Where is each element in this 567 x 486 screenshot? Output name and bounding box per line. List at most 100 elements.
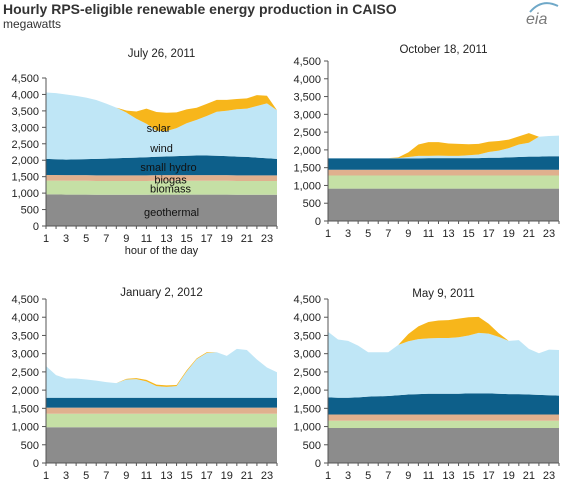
y-tick-label: 4,500 [293,294,321,306]
x-tick-label: 17 [201,233,213,245]
x-tick-label: 21 [523,470,535,482]
x-tick-label: 17 [201,470,213,482]
y-tick-label: 4,000 [11,312,39,324]
y-tick-label: 500 [21,205,39,217]
x-tick-label: 9 [405,470,411,482]
area-geothermal [328,428,559,463]
area-small-hydro [46,155,277,176]
x-tick-label: 21 [241,233,253,245]
x-tick-label: 3 [345,470,351,482]
y-tick-label: 1,500 [293,403,321,415]
x-tick-label: 11 [423,228,434,240]
x-tick-label: 19 [221,233,233,245]
area-solar [328,316,559,354]
x-tick-label: 7 [385,470,391,482]
x-tick-label: 5 [83,470,89,482]
eia-logo-text: eia [526,11,547,28]
x-tick-label: 5 [365,470,371,482]
x-tick-label: 13 [160,470,172,482]
y-tick-label: 1,500 [293,163,321,175]
y-tick-label: 0 [33,458,39,470]
x-tick-label: 7 [103,233,109,245]
eia-logo-swoosh [529,2,559,13]
area-geothermal [46,427,277,463]
panel-title: October 18, 2011 [399,44,487,56]
y-tick-label: 3,500 [293,92,321,104]
y-tick-label: 2,000 [293,385,321,397]
x-tick-label: 5 [365,228,371,240]
x-tick-label: 7 [385,228,391,240]
area-biomass [46,180,277,195]
x-tick-label: 19 [221,470,233,482]
series-label-solar: solar [147,123,171,135]
x-tick-label: 15 [462,228,474,240]
x-tick-label: 17 [483,470,495,482]
y-tick-label: 1,000 [11,188,39,200]
x-tick-label: 3 [345,228,351,240]
x-tick-label: 13 [442,470,454,482]
x-tick-label: 1 [325,470,331,482]
y-tick-label: 2,500 [293,367,321,379]
x-tick-label: 23 [543,228,555,240]
x-tick-label: 1 [43,470,49,482]
y-tick-label: 0 [315,458,321,470]
y-tick-label: 3,000 [11,349,39,361]
x-tick-label: 21 [241,470,253,482]
area-biogas [328,414,559,421]
x-tick-label: 13 [442,228,454,240]
y-tick-label: 4,500 [11,73,39,85]
x-tick-label: 15 [462,470,474,482]
y-tick-label: 2,500 [11,139,39,151]
y-tick-label: 1,500 [11,403,39,415]
x-tick-label: 15 [180,233,192,245]
y-tick-label: 2,500 [293,127,321,139]
x-tick-label: 5 [83,233,89,245]
series-label-geothermal: geothermal [144,207,199,219]
x-tick-label: 7 [103,470,109,482]
x-tick-label: 3 [63,470,69,482]
y-tick-label: 500 [21,440,39,452]
y-tick-label: 3,000 [293,109,321,121]
series-label-small-hydro: small hydro [140,162,196,174]
chart-october-18-2011: October 18, 2011 0 500 1,000 1,500 2,000 2,500… [293,44,560,240]
y-tick-label: 3,500 [11,330,39,342]
y-tick-label: 500 [303,440,321,452]
area-wind [328,331,559,398]
y-tick-label: 4,500 [293,56,321,68]
y-tick-label: 1,000 [11,422,39,434]
area-biomass [46,413,277,428]
area-wind [328,135,559,159]
y-tick-label: 1,000 [293,422,321,434]
y-tick-label: 3,000 [11,122,39,134]
area-wind [46,92,277,160]
panel-title: January 2, 2012 [120,287,202,299]
area-geothermal [328,188,559,221]
area-solar [328,133,559,159]
x-tick-label: 1 [43,233,49,245]
chart-main-title: Hourly RPS-eligible renewable energy pro… [3,1,397,17]
y-tick-label: 3,000 [293,349,321,361]
x-tick-label: 13 [160,233,172,245]
x-tick-label: 11 [423,470,434,482]
area-small-hydro [328,393,559,415]
panel-title: May 9, 2011 [412,288,474,300]
x-tick-label: 19 [503,228,515,240]
x-tick-label: 17 [483,228,495,240]
x-tick-label: 11 [141,233,152,245]
area-small-hydro [46,397,277,408]
series-label-wind: wind [149,143,173,155]
area-biogas [328,169,559,176]
area-small-hydro [328,156,559,170]
y-tick-label: 4,000 [293,74,321,86]
x-tick-label: 23 [543,470,555,482]
x-tick-label: 9 [123,470,129,482]
area-biogas [46,407,277,414]
unit-label: megawatts [3,17,62,31]
x-tick-label: 23 [261,470,273,482]
chart-july-26-2011: July 26, 2011 0 500 1,000 1,500 2,000 2,500 3,0… [11,48,278,257]
area-wind [46,348,277,398]
x-tick-label: 21 [523,228,535,240]
y-tick-label: 1,000 [293,180,321,192]
series-label-biogas: biogas [154,175,187,187]
x-tick-label: 1 [325,228,331,240]
